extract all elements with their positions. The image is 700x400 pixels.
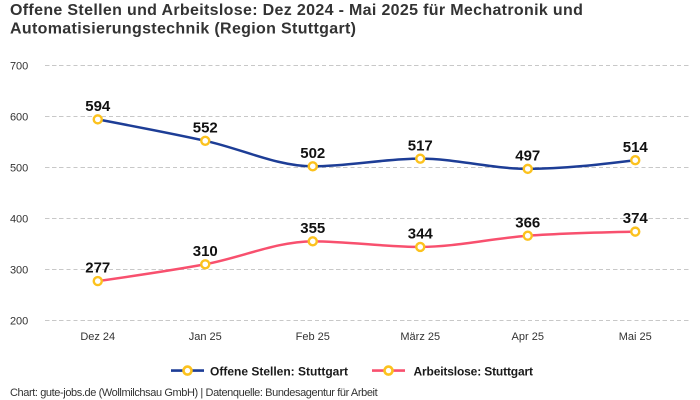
svg-text:Automatisierungstechnik (Regio: Automatisierungstechnik (Region Stuttgar… [10,21,356,38]
svg-text:344: 344 [408,226,434,243]
svg-text:502: 502 [300,145,325,162]
svg-text:Jan 25: Jan 25 [189,331,222,343]
svg-text:Mai 25: Mai 25 [619,331,652,343]
svg-text:514: 514 [623,139,649,156]
svg-text:300: 300 [10,264,28,276]
svg-text:517: 517 [408,137,433,154]
svg-text:600: 600 [10,111,28,123]
svg-text:Offene Stellen und Arbeitslose: Offene Stellen und Arbeitslose: Dez 2024… [10,2,583,19]
svg-text:277: 277 [85,260,110,277]
svg-text:Dez 24: Dez 24 [80,331,115,343]
svg-text:366: 366 [515,214,540,231]
svg-text:Offene Stellen: Stuttgart: Offene Stellen: Stuttgart [210,364,348,378]
svg-text:Feb 25: Feb 25 [296,331,330,343]
svg-text:März 25: März 25 [400,331,440,343]
svg-text:310: 310 [193,243,218,260]
svg-text:355: 355 [300,220,325,237]
svg-text:500: 500 [10,162,28,174]
svg-text:Apr 25: Apr 25 [512,331,544,343]
svg-text:Arbeitslose: Stuttgart: Arbeitslose: Stuttgart [414,364,534,378]
svg-text:700: 700 [10,60,28,72]
svg-text:552: 552 [193,119,218,136]
svg-text:497: 497 [515,148,540,165]
svg-text:Chart: gute-jobs.de (Wollmilch: Chart: gute-jobs.de (Wollmilchsau GmbH) … [10,387,378,399]
svg-text:594: 594 [85,98,111,115]
svg-text:200: 200 [10,315,28,327]
svg-text:400: 400 [10,213,28,225]
svg-text:374: 374 [623,210,649,227]
